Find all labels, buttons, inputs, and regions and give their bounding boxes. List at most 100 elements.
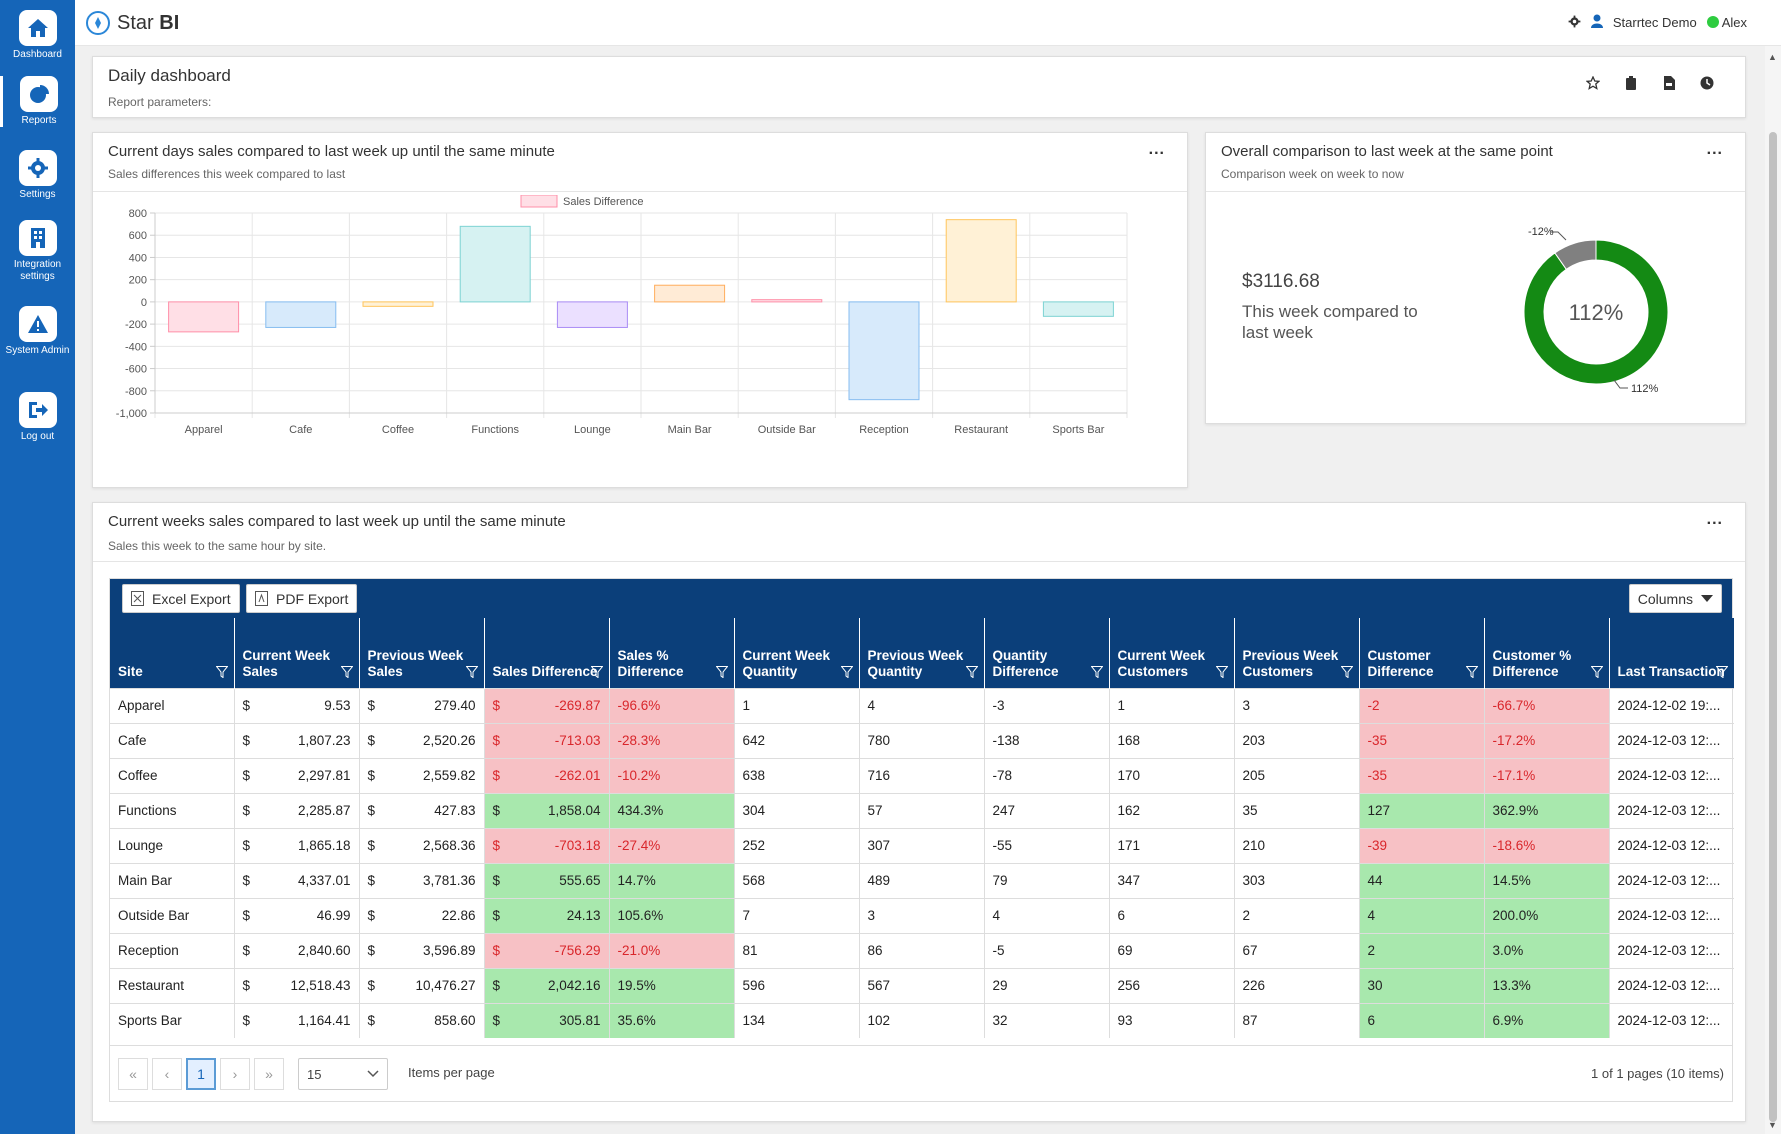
column-header[interactable]: Sales % Difference [608, 618, 734, 688]
next-page-button[interactable]: › [220, 1058, 250, 1090]
column-header[interactable]: Sales Difference [483, 618, 609, 688]
weekly-sales-panel: Current weeks sales compared to last wee… [92, 502, 1746, 1122]
column-header[interactable]: Previous Week Sales [358, 618, 484, 688]
table-row[interactable]: Functions $2,285.87 $427.83 $1,858.04 434.3%… [110, 792, 1734, 828]
column-header[interactable]: Site [110, 618, 234, 688]
filter-icon[interactable] [1215, 665, 1228, 678]
table-row[interactable]: Sports Bar $1,164.41 $858.60 $305.81 35.6% 13… [110, 1002, 1734, 1038]
filter-icon[interactable] [215, 665, 228, 678]
table-cell-qd: 247 [983, 792, 1109, 828]
filter-icon[interactable] [1090, 665, 1103, 678]
comparison-donut-chart: 112% -12% 112% [1523, 226, 1669, 395]
sidebar-item-integration-settings[interactable]: Integration settings [0, 220, 75, 283]
filter-icon[interactable] [715, 665, 728, 678]
clipboard-icon[interactable] [1623, 75, 1639, 91]
table-cell-cq: 134 [733, 1002, 859, 1038]
page-size-select[interactable]: 15 [298, 1058, 388, 1090]
org-name[interactable]: Starrtec Demo [1612, 15, 1697, 30]
table-cell-diff: $ -713.03 [483, 722, 609, 758]
column-header[interactable]: Previous Week Customers [1233, 618, 1359, 688]
comparison-amount: $3116.68 [1242, 271, 1320, 292]
filter-icon[interactable] [1465, 665, 1478, 678]
table-row[interactable]: Outside Bar $46.99 $22.86 $24.13 105.6% 7 3 4 6 2… [110, 897, 1734, 933]
report-parameters-label: Report parameters: [108, 95, 212, 109]
currency-symbol: $ [492, 698, 501, 713]
chevron-down-icon [1701, 594, 1713, 602]
table-cell-site: Functions [110, 792, 234, 828]
filter-icon[interactable] [590, 665, 603, 678]
filter-icon[interactable] [1340, 665, 1353, 678]
table-cell-pct: -96.6% [608, 687, 734, 723]
table-cell-site: Outside Bar [110, 897, 234, 933]
table-cell-last: 2024-12-03 12:... [1608, 932, 1734, 968]
prev-page-button[interactable]: ‹ [152, 1058, 182, 1090]
y-tick-label: 200 [129, 275, 147, 287]
excel-file-icon [131, 591, 144, 606]
pdf-file-icon[interactable] [1661, 75, 1677, 91]
excel-export-button[interactable]: Excel Export [122, 584, 240, 613]
table-cell-site: Apparel [110, 687, 234, 723]
column-header[interactable]: Last Transaction [1608, 618, 1734, 688]
panel-menu-button[interactable]: ... [1148, 141, 1165, 158]
column-header[interactable]: Current Week Customers [1108, 618, 1234, 688]
table-cell-pct: -10.2% [608, 757, 734, 793]
scroll-down-icon[interactable]: ▼ [1768, 1120, 1777, 1130]
table-cell-pct: 14.7% [608, 862, 734, 898]
filter-icon[interactable] [465, 665, 478, 678]
page-scrollbar[interactable]: ▲ ▼ [1765, 46, 1781, 1134]
filter-icon[interactable] [340, 665, 353, 678]
last-page-button[interactable]: » [254, 1058, 284, 1090]
home-icon [18, 10, 57, 46]
table-cell-pq: 57 [858, 792, 984, 828]
star-icon[interactable] [1585, 75, 1601, 91]
filter-icon[interactable] [840, 665, 853, 678]
scroll-thumb[interactable] [1769, 132, 1777, 1122]
table-row[interactable]: Apparel $9.53 $279.40 $ -269.87 -96.6% 1 4 -3 1 3-… [110, 687, 1734, 723]
table-cell-cq: 568 [733, 862, 859, 898]
panel-menu-button[interactable]: ... [1706, 511, 1723, 528]
user-status[interactable]: Alex [1706, 15, 1747, 30]
columns-button[interactable]: Columns [1628, 584, 1722, 613]
panel-menu-button[interactable]: ... [1706, 141, 1723, 158]
column-header[interactable]: Customer % Difference [1483, 618, 1609, 688]
column-header-label: Site [118, 663, 143, 679]
currency-symbol: $ [492, 1013, 501, 1029]
table-row[interactable]: Restaurant $12,518.43 $10,476.27 $2,042.16 1… [110, 967, 1734, 1003]
table-cell-cur: $2,297.81 [233, 757, 359, 793]
filter-icon[interactable] [1716, 665, 1728, 678]
table-row[interactable]: Reception $2,840.60 $3,596.89 $ -756.29 -21.0… [110, 932, 1734, 968]
table-cell-cd: 2 [1358, 932, 1484, 968]
sidebar-item-dashboard[interactable]: Dashboard [0, 10, 75, 61]
scroll-up-icon[interactable]: ▲ [1768, 52, 1777, 62]
filter-icon[interactable] [1590, 665, 1603, 678]
bar [945, 219, 1017, 303]
page-1-button[interactable]: 1 [186, 1058, 216, 1090]
column-header[interactable]: Current Week Sales [233, 618, 359, 688]
table-row[interactable]: Coffee $2,297.81 $2,559.82 $ -262.01 -10.2% 63… [110, 757, 1734, 793]
clock-icon[interactable] [1699, 75, 1715, 91]
sidebar-item-system-admin[interactable]: System Admin [0, 306, 75, 357]
table-row[interactable]: Lounge $1,865.18 $2,568.36 $ -703.18 -27.4% 25… [110, 827, 1734, 863]
donut-label-main: 112% [1631, 383, 1659, 395]
table-cell-diff: $305.81 [483, 1002, 609, 1038]
legend-label: Sales Difference [563, 196, 644, 208]
first-page-button[interactable]: « [118, 1058, 148, 1090]
gear-icon[interactable] [1568, 15, 1581, 31]
excel-export-label: Excel Export [152, 590, 231, 607]
column-header[interactable]: Customer Difference [1358, 618, 1484, 688]
filter-icon[interactable] [965, 665, 978, 678]
column-header[interactable]: Current Week Quantity [733, 618, 859, 688]
column-header[interactable]: Quantity Difference [983, 618, 1109, 688]
app-logo[interactable]: Star BI [85, 10, 179, 36]
sidebar-item-logout[interactable]: Log out [0, 392, 75, 443]
pdf-export-button[interactable]: PDF Export [246, 584, 358, 613]
column-header[interactable]: Previous Week Quantity [858, 618, 984, 688]
sidebar-item-settings[interactable]: Settings [0, 150, 75, 201]
table-row[interactable]: Main Bar $4,337.01 $3,781.36 $555.65 14.7% 56… [110, 862, 1734, 898]
table-row[interactable]: Cafe $1,807.23 $2,520.26 $ -713.03 -28.3% 642 7… [110, 722, 1734, 758]
bar [168, 301, 240, 333]
grid-pager: « ‹ 1 › » 15 Items per page 1 of 1 pages… [110, 1045, 1732, 1101]
table-cell-pq: 780 [858, 722, 984, 758]
cell-value: 2,840.60 [297, 943, 351, 958]
sidebar-item-reports[interactable]: Reports [0, 76, 75, 127]
